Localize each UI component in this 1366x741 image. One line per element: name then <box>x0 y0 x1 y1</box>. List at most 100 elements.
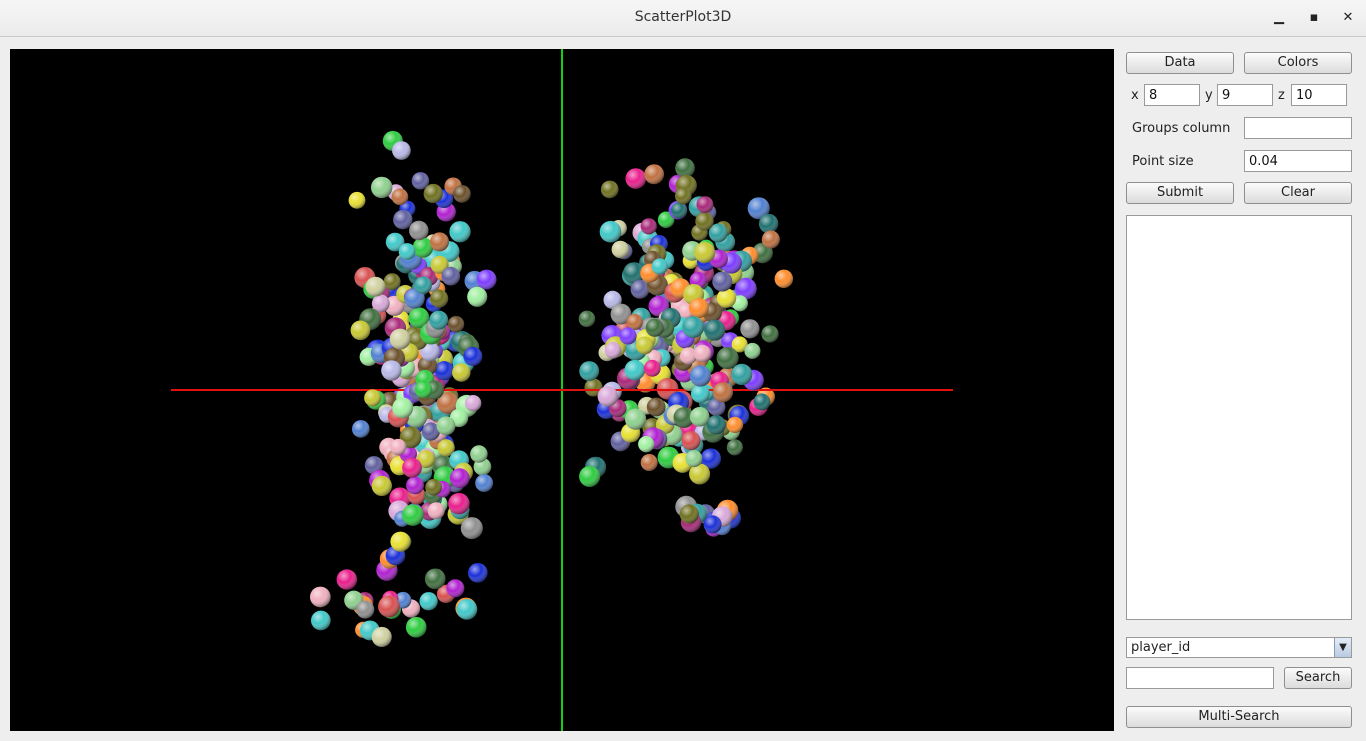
submit-button[interactable]: Submit <box>1126 182 1234 204</box>
scatter-point <box>688 298 709 318</box>
scatter-point <box>731 336 748 353</box>
scatter-point <box>385 232 405 252</box>
scatter-point <box>740 319 760 339</box>
clear-button[interactable]: Clear <box>1244 182 1352 204</box>
scatter-point <box>744 342 761 359</box>
scatter-point <box>675 158 695 178</box>
search-input[interactable] <box>1126 667 1274 689</box>
scatter-point <box>476 269 497 290</box>
scatter-point <box>638 436 655 453</box>
scatter-point <box>645 318 664 337</box>
scatter-point <box>731 363 753 385</box>
scatter-point <box>427 502 445 520</box>
scatter-point <box>392 141 411 160</box>
minimize-icon[interactable]: ▁ <box>1274 10 1284 25</box>
data-button[interactable]: Data <box>1126 52 1234 74</box>
scatter-point <box>630 279 650 299</box>
scatter-point <box>423 183 443 204</box>
maximize-icon[interactable]: ▪ <box>1309 10 1319 25</box>
scatter-point <box>475 474 493 492</box>
scatter-point <box>371 475 392 496</box>
scatter-point <box>703 515 722 534</box>
z-column-input[interactable] <box>1291 84 1347 106</box>
scatter-point <box>381 360 402 381</box>
scatter-point <box>390 438 407 456</box>
scatter-point <box>681 431 701 451</box>
scatter-point <box>425 478 442 496</box>
scatter-point <box>707 398 726 416</box>
scatter-point <box>437 439 455 457</box>
scatter-point <box>398 243 416 260</box>
scatter-point <box>712 271 733 292</box>
scatter-point <box>348 191 366 209</box>
scatter-point <box>414 380 433 399</box>
scatter-point <box>447 316 465 333</box>
y-column-input[interactable] <box>1217 84 1273 106</box>
groups-column-input[interactable] <box>1244 117 1352 139</box>
scatter-point <box>761 325 779 343</box>
scatter-point <box>412 237 434 258</box>
scatter-point <box>726 439 743 456</box>
point-size-label: Point size <box>1132 154 1194 169</box>
scatter-point <box>419 592 438 611</box>
close-icon[interactable]: ✕ <box>1342 10 1354 25</box>
scatter-point <box>679 504 699 524</box>
multi-search-button[interactable]: Multi-Search <box>1126 706 1352 728</box>
chevron-down-icon[interactable]: ▼ <box>1334 638 1351 657</box>
scatter-point <box>383 273 401 291</box>
scatter-point <box>411 172 430 190</box>
scatter-point <box>716 288 737 308</box>
scatter-point <box>693 344 712 362</box>
output-text-area[interactable] <box>1126 215 1352 620</box>
scatter-point <box>406 476 424 495</box>
scatter-point <box>691 384 710 403</box>
search-button[interactable]: Search <box>1284 667 1352 689</box>
scatter-point <box>584 378 603 397</box>
scatter-point <box>625 168 647 189</box>
column-select[interactable]: player_id ▼ <box>1126 637 1352 658</box>
scatter-point <box>414 276 432 294</box>
scatter-point <box>689 365 712 387</box>
scatter-point <box>624 359 645 381</box>
scatter-point <box>761 230 780 249</box>
scatter-point <box>682 316 705 338</box>
scatter-point <box>448 492 470 515</box>
scatter-point <box>378 595 400 618</box>
scatter-point <box>456 599 478 620</box>
control-panel: Data Colors x y z Groups column Point si… <box>1120 49 1366 741</box>
scatter-point <box>646 397 666 417</box>
groups-column-label: Groups column <box>1132 121 1231 136</box>
scatter-point <box>408 307 430 329</box>
scatter-plot-canvas[interactable] <box>10 49 1114 731</box>
scatter-point <box>657 211 675 228</box>
colors-button[interactable]: Colors <box>1244 52 1352 74</box>
point-size-input[interactable] <box>1244 150 1352 172</box>
scatter-point <box>429 310 449 330</box>
scatter-point <box>405 616 427 638</box>
scatter-point <box>640 454 658 471</box>
scatter-point <box>364 389 382 407</box>
scatter-point <box>371 626 392 647</box>
scatter-point <box>635 336 654 355</box>
column-select-value: player_id <box>1131 640 1191 655</box>
scatter-point <box>402 457 422 478</box>
z-label: z <box>1278 88 1285 103</box>
scatter-point <box>371 176 393 199</box>
scatter-point <box>689 407 710 427</box>
x-label: x <box>1131 88 1139 103</box>
scatter-point <box>695 212 714 231</box>
scatter-point <box>364 456 383 475</box>
scatter-point <box>392 397 414 419</box>
scatter-point <box>704 319 726 341</box>
x-column-input[interactable] <box>1144 84 1200 106</box>
scatter-point <box>747 197 770 220</box>
scatter-point <box>726 416 744 433</box>
scatter-plot-svg[interactable] <box>10 49 1114 731</box>
scatter-point <box>430 232 449 252</box>
scatter-point <box>393 209 413 230</box>
scatter-point <box>409 220 429 241</box>
scatter-point <box>685 450 703 468</box>
scatter-point <box>610 303 632 325</box>
scatter-point <box>371 294 390 313</box>
scatter-point <box>311 610 331 631</box>
